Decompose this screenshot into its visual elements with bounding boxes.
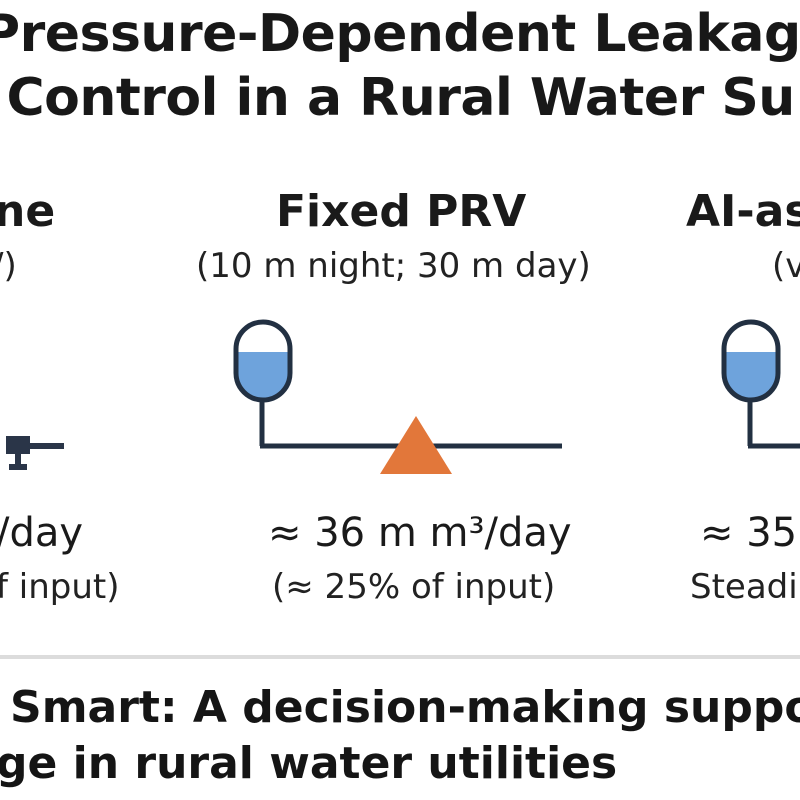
center-column-subtitle: (10 m night; 30 m day) [196,246,591,286]
center-column-note: (≈ 25% of input) [272,567,556,607]
title-line-1: Pressure-Dependent Leakage [0,4,800,64]
water-tank-icon [233,319,293,403]
right-column-value: ≈ 35 [700,510,798,556]
water-tank-icon [721,319,781,403]
divider [0,655,800,659]
left-column-title: ne [0,186,56,237]
title-line-2: I Control in a Rural Water Su [0,68,795,128]
right-column-title: AI-as [686,186,800,237]
left-column-note: f input) [0,567,120,607]
left-column-subtitle: /) [0,246,17,286]
pressure-valve-icon [380,416,452,474]
right-column-note: Steadi [690,567,798,607]
footer-line-2: ge in rural water utilities [0,738,618,789]
center-column-value: ≈ 36 m m³/day [268,510,572,556]
footer-line-1: Smart: A decision-making support [10,682,800,733]
pump-icon [6,436,64,470]
left-column-value: /day [0,510,84,556]
pipe-line [747,400,800,449]
center-column-title: Fixed PRV [276,186,527,237]
right-column-subtitle: (v [772,246,800,286]
